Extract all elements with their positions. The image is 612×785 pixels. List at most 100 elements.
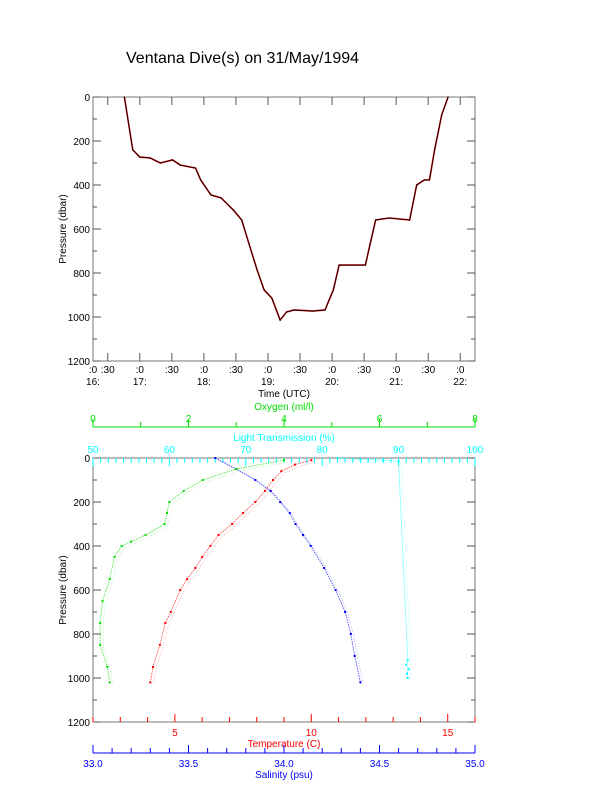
pressure-point — [416, 184, 418, 186]
oxygen-point — [166, 512, 169, 514]
temp-point — [201, 556, 204, 558]
oxygen-point — [101, 600, 104, 602]
pressure-point — [312, 310, 314, 312]
sal-point — [294, 523, 297, 525]
sal-point — [323, 567, 326, 569]
oxygen-point — [120, 545, 123, 547]
temp-tick-label: 15 — [442, 728, 454, 739]
pressure-point — [285, 311, 288, 313]
sal-profile-down — [215, 457, 361, 683]
oxygen-point — [108, 578, 111, 580]
oxygen-point — [182, 490, 185, 492]
pressure-point — [132, 149, 134, 151]
pressure-point — [256, 269, 258, 271]
pressure-point — [149, 157, 151, 159]
light-point — [397, 460, 400, 463]
light-point — [405, 663, 408, 666]
x-tick-label-minutes: :0 — [136, 365, 145, 376]
x-tick-label-minutes: :30 — [101, 365, 115, 376]
oxygen-tick-label: 8 — [472, 414, 478, 425]
x-tick-label-minutes: :30 — [357, 365, 371, 376]
temp-profile-down — [149, 459, 312, 683]
y-tick-label: 600 — [73, 225, 90, 236]
sal-point — [359, 681, 362, 684]
x-tick-label-minutes: :0 — [456, 365, 465, 376]
light-point — [406, 677, 409, 679]
oxygen-point — [283, 459, 285, 462]
temp-point — [209, 545, 212, 547]
oxygen-point — [106, 666, 109, 668]
temp-point — [194, 567, 197, 569]
pressure-point — [428, 179, 431, 181]
x-tick-label-hour: 18: — [197, 377, 211, 388]
pressure-point — [171, 159, 174, 161]
y-tick-label: 1000 — [68, 674, 91, 685]
oxygen-profile-up — [102, 461, 288, 685]
x-tick-label-hour: 22: — [453, 377, 467, 388]
pressure-point — [200, 179, 202, 181]
light-point — [359, 458, 362, 461]
oxygen-point — [144, 534, 147, 536]
light-point — [336, 457, 339, 459]
pressure-point — [434, 149, 436, 151]
x-tick-label-minutes: :30 — [293, 365, 307, 376]
temp-point — [231, 523, 234, 525]
pressure-point — [263, 289, 265, 291]
oxygen-point — [235, 468, 238, 470]
pressure-point — [324, 309, 326, 311]
temp-point — [169, 611, 172, 613]
pressure-point — [369, 244, 371, 246]
pressure-point — [388, 217, 390, 219]
pressure-point — [447, 96, 449, 98]
light-tick-label: 90 — [393, 445, 405, 456]
x-tick-label-minutes: :0 — [264, 365, 273, 376]
temp-point — [149, 681, 152, 684]
pressure-point — [194, 167, 197, 169]
oxygen-point — [163, 523, 166, 525]
pressure-point — [332, 289, 334, 291]
light-tick-label: 50 — [87, 445, 99, 456]
y-tick-label: 0 — [84, 93, 90, 104]
pressure-point — [220, 197, 222, 199]
temp-point — [242, 512, 245, 514]
pressure-point — [423, 179, 425, 181]
pressure-point — [241, 219, 243, 221]
pressure-point — [441, 114, 443, 116]
pressure-point — [364, 264, 366, 266]
y-tick-label: 400 — [73, 542, 90, 553]
oxygen-tick-label: 0 — [90, 414, 96, 425]
temp-point — [272, 479, 275, 481]
temp-point — [280, 470, 283, 473]
plot-frame-top — [92, 96, 476, 362]
x-tick-label-minutes: :0 — [89, 365, 98, 376]
sal-axis-label: Salinity (psu) — [255, 770, 313, 781]
pressure-point — [123, 96, 126, 98]
light-tick-label: 100 — [467, 445, 484, 456]
y-tick-label: 0 — [84, 454, 90, 465]
y-tick-label: 200 — [73, 498, 90, 509]
sal-tick-label: 33.5 — [179, 759, 199, 770]
light-point — [406, 672, 409, 675]
y-tick-label: 600 — [73, 586, 90, 597]
y-axis-label: Pressure (dbar) — [58, 555, 69, 624]
light-point — [407, 668, 410, 671]
sal-tick-label: 34.5 — [370, 759, 390, 770]
x-tick-label-hour: 19: — [261, 377, 275, 388]
temp-point — [152, 666, 155, 668]
x-tick-label-minutes: :0 — [392, 365, 401, 376]
pressure-point — [139, 156, 141, 158]
pressure-point — [293, 309, 295, 311]
y-tick-label: 800 — [73, 630, 90, 641]
temp-axis-label: Temperature (C) — [248, 739, 321, 750]
temp-point — [179, 589, 182, 591]
sal-point — [344, 611, 347, 613]
light-point — [406, 659, 409, 662]
oxygen-point — [108, 681, 111, 684]
y-axis-label: Pressure (dbar) — [58, 194, 69, 263]
oxygen-axis-label: Oxygen (ml/l) — [254, 402, 313, 413]
sal-tick-label: 33.0 — [83, 759, 103, 770]
temp-point — [164, 622, 167, 624]
y-tick-label: 200 — [73, 137, 90, 148]
sal-point — [279, 501, 282, 503]
light-tick-label: 70 — [240, 445, 252, 456]
